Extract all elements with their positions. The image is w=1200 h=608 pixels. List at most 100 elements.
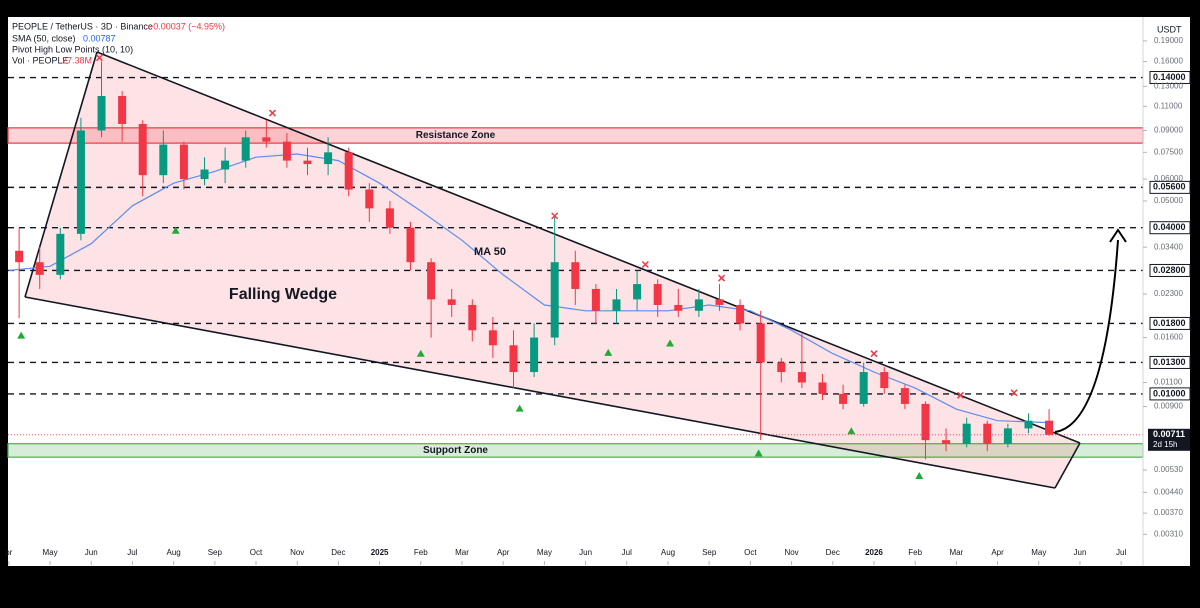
x-tick-label: Oct bbox=[250, 548, 263, 557]
level-label-box bbox=[1149, 316, 1191, 330]
countdown: 2d 15h bbox=[1153, 440, 1177, 449]
candle-body bbox=[756, 323, 765, 363]
wedge-line bbox=[24, 51, 98, 298]
last-price-label: 0.00711 bbox=[1153, 429, 1185, 439]
candle-body bbox=[983, 423, 992, 444]
x-tick-label: May bbox=[1031, 548, 1046, 557]
x-tick-label: May bbox=[537, 548, 552, 557]
candle-body bbox=[900, 388, 909, 404]
pivot-low bbox=[754, 449, 763, 457]
level-label: 0.14000 bbox=[1153, 72, 1186, 82]
candle-body bbox=[97, 95, 106, 131]
zone-label: Resistance Zone bbox=[416, 130, 496, 141]
candle-body bbox=[56, 233, 65, 275]
indicator-value: 27.38M bbox=[62, 55, 92, 65]
candle-body bbox=[612, 299, 621, 311]
x-tick-label: Dec bbox=[826, 548, 840, 557]
x-tick-label: Mar bbox=[455, 548, 469, 557]
candle-body bbox=[818, 382, 827, 394]
indicator-name: Vol · PEOPLE bbox=[12, 55, 69, 65]
pivot-high bbox=[956, 391, 965, 399]
projection-arrow bbox=[1054, 239, 1119, 433]
y-tick-label: 0.01600 bbox=[1154, 333, 1183, 342]
candle-body bbox=[447, 299, 456, 305]
x-tick-label: Jun bbox=[85, 548, 98, 557]
level-label-box bbox=[1149, 387, 1191, 401]
x-tick-label: Jun bbox=[579, 548, 592, 557]
candle-body bbox=[303, 160, 312, 165]
candle-body bbox=[344, 152, 353, 190]
level-label-box bbox=[1149, 355, 1191, 369]
candle-body bbox=[550, 262, 559, 338]
x-tick-label: pr bbox=[5, 548, 12, 557]
y-tick-label: 0.11000 bbox=[1154, 102, 1183, 111]
y-tick-label: 0.05000 bbox=[1154, 196, 1183, 205]
zone-label: Support Zone bbox=[423, 445, 488, 456]
x-tick-label: Aug bbox=[166, 548, 180, 557]
indicator-value: 0.00787 bbox=[83, 33, 116, 43]
pivot-high bbox=[1010, 389, 1018, 397]
y-tick-label: 0.00440 bbox=[1154, 487, 1183, 496]
candle-body bbox=[118, 95, 127, 125]
pivot-high bbox=[718, 274, 726, 282]
pivot-low bbox=[666, 339, 675, 347]
candle-body bbox=[282, 141, 291, 161]
wedge-line bbox=[96, 51, 1081, 444]
candle-body bbox=[76, 130, 85, 234]
y-tick-label: 0.07500 bbox=[1154, 147, 1183, 156]
indicator-name: SMA (50, close) bbox=[12, 33, 76, 43]
level-label: 0.04000 bbox=[1153, 222, 1186, 232]
y-tick-label: 0.06000 bbox=[1154, 174, 1183, 183]
arrow-head bbox=[1109, 228, 1127, 243]
y-tick-label: 0.00530 bbox=[1154, 465, 1183, 474]
candle-body bbox=[715, 299, 724, 305]
candle-body bbox=[385, 208, 394, 228]
level-label-box bbox=[1149, 71, 1191, 85]
y-tick-label: 0.03400 bbox=[1154, 242, 1183, 251]
y-tick-label: 0.09000 bbox=[1154, 126, 1183, 135]
x-tick-label: Dec bbox=[331, 548, 345, 557]
y-tick-label: 0.02300 bbox=[1154, 289, 1183, 298]
level-label: 0.05600 bbox=[1153, 182, 1186, 192]
annotation: MA 50 bbox=[474, 246, 506, 258]
pivot-low bbox=[915, 472, 924, 480]
x-tick-label: Jun bbox=[1074, 548, 1087, 557]
candle-body bbox=[15, 250, 24, 263]
y-tick-label: 0.00310 bbox=[1154, 529, 1183, 538]
candle-body bbox=[942, 440, 951, 444]
y-axis-label: USDT bbox=[1157, 24, 1182, 34]
x-tick-label: Feb bbox=[414, 548, 428, 557]
candle-body bbox=[427, 262, 436, 300]
candle-body bbox=[241, 137, 250, 161]
candle-body bbox=[797, 372, 806, 383]
indicator-name: Pivot High Low Points (10, 10) bbox=[12, 44, 133, 54]
level-label-box bbox=[1149, 180, 1191, 194]
level-label-box bbox=[1149, 263, 1191, 277]
y-tick-label: 0.00370 bbox=[1154, 508, 1183, 517]
candle-body bbox=[880, 372, 889, 389]
candle-body bbox=[468, 304, 477, 331]
candle-body bbox=[488, 330, 497, 346]
candle-body bbox=[839, 393, 848, 404]
x-tick-label: Mar bbox=[949, 548, 963, 557]
x-tick-label: 2025 bbox=[371, 548, 389, 557]
y-tick-label: 0.00900 bbox=[1154, 402, 1183, 411]
candle-body bbox=[1045, 420, 1054, 435]
candle-body bbox=[406, 227, 415, 263]
x-tick-label: Aug bbox=[661, 548, 675, 557]
candle-body bbox=[633, 284, 642, 300]
candle-body bbox=[736, 304, 745, 324]
y-tick-label: 0.16000 bbox=[1154, 57, 1183, 66]
candle-body bbox=[200, 169, 209, 180]
pivot-low bbox=[847, 427, 856, 435]
candle-body bbox=[694, 299, 703, 311]
candle-body bbox=[221, 160, 230, 170]
candle-body bbox=[324, 152, 333, 165]
candle-body bbox=[674, 304, 683, 311]
candle-body bbox=[1003, 428, 1012, 444]
pivot-high bbox=[268, 109, 277, 117]
header-symbol: PEOPLE / TetherUS · 3D · Binance bbox=[12, 21, 153, 31]
level-label: 0.01300 bbox=[1153, 357, 1186, 367]
candle-body bbox=[921, 403, 930, 441]
